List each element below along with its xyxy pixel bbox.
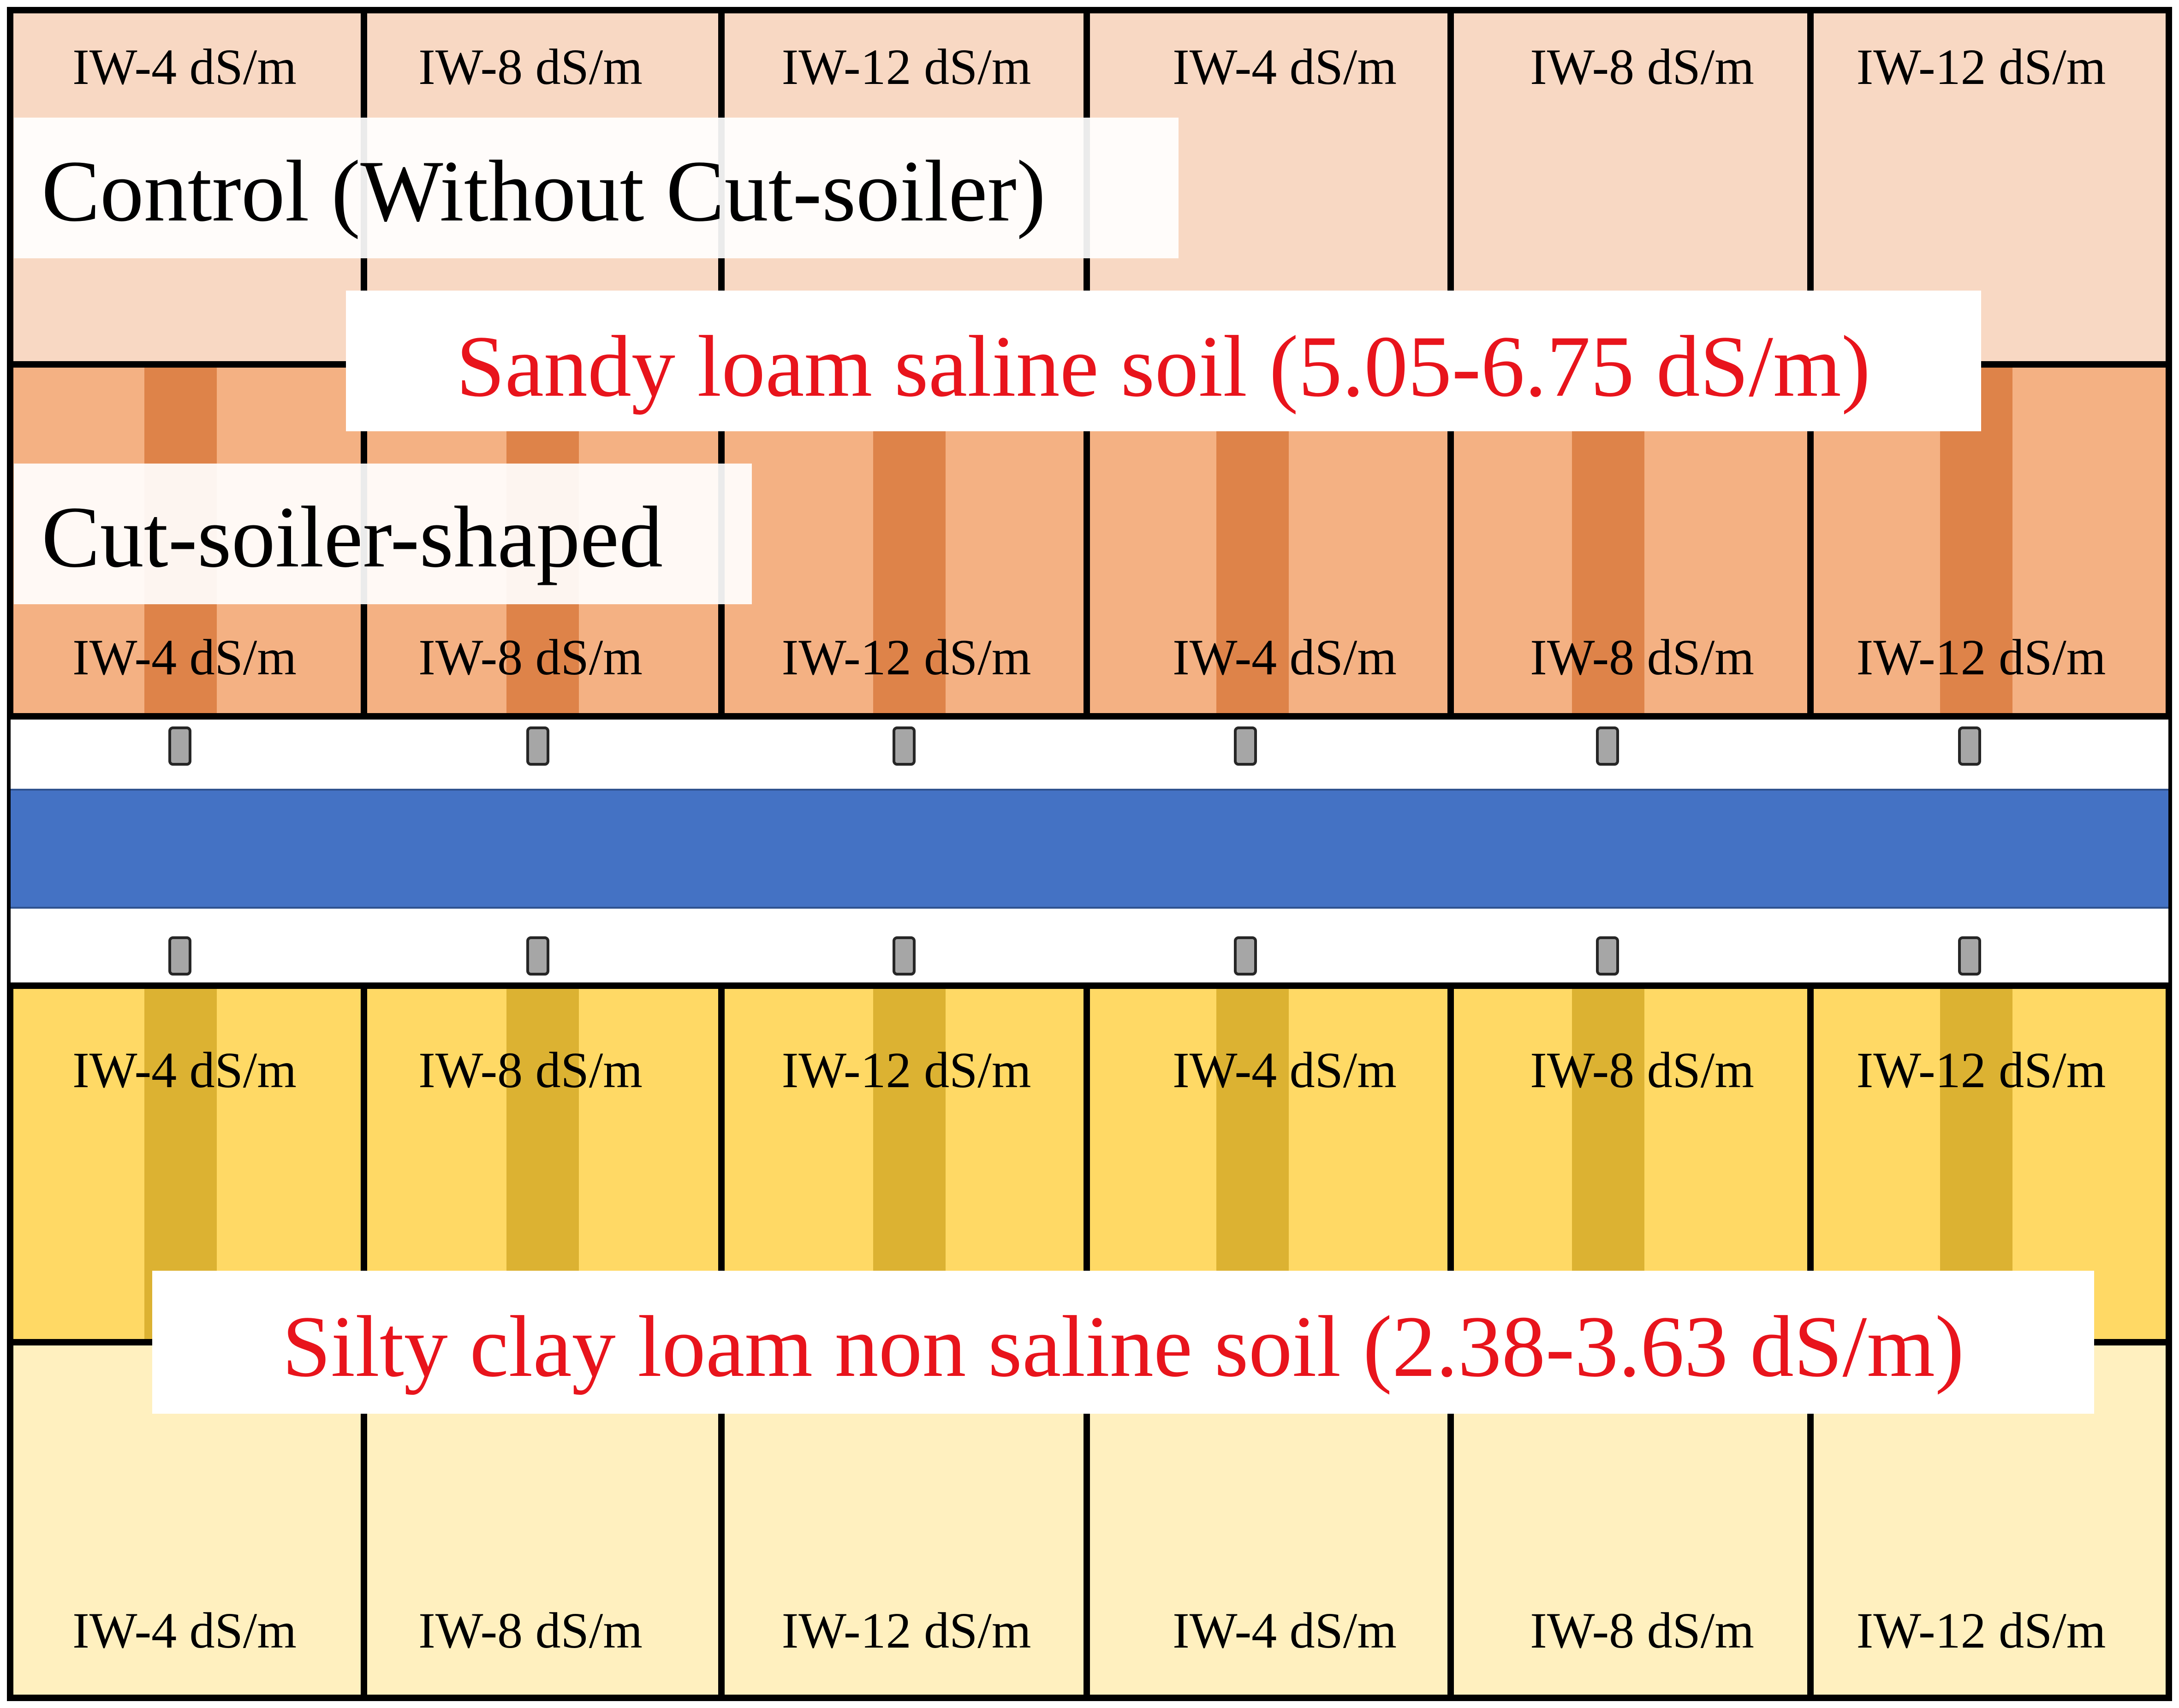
plot-label: IW-8 dS/m xyxy=(1530,1042,1754,1098)
plot-label: IW-12 dS/m xyxy=(1856,1042,2106,1098)
plot-label: IW-12 dS/m xyxy=(1856,1602,2106,1659)
silty-soil-label: Silty clay loam non saline soil (2.38-3.… xyxy=(282,1298,1965,1395)
inlet-pipe-icon xyxy=(1234,936,1257,976)
plot-label: IW-4 dS/m xyxy=(1173,629,1397,685)
inlet-pipe-icon xyxy=(1596,726,1619,766)
inlet-pipe-icon xyxy=(526,726,549,766)
plot-label: IW-8 dS/m xyxy=(418,39,643,95)
shaped-treatment-label: Cut-soiler-shaped xyxy=(42,489,663,586)
inlet-pipe-icon xyxy=(526,936,549,976)
plot-label: IW-4 dS/m xyxy=(72,1042,297,1098)
inlet-pipe-icon xyxy=(1958,936,1981,976)
sandy-soil-label: Sandy loam saline soil (5.05-6.75 dS/m) xyxy=(456,318,1871,415)
plot-label: IW-4 dS/m xyxy=(72,629,297,685)
plot-label: IW-4 dS/m xyxy=(1173,1602,1397,1659)
plot-label: IW-12 dS/m xyxy=(781,1602,1031,1659)
plot-label: IW-12 dS/m xyxy=(781,629,1031,685)
inlet-pipe-icon xyxy=(1234,726,1257,766)
plot-label: IW-12 dS/m xyxy=(1856,629,2106,685)
inlet-pipe-icon xyxy=(168,726,191,766)
plot-label: IW-8 dS/m xyxy=(418,1042,643,1098)
inlet-pipe-icon xyxy=(168,936,191,976)
plot-label: IW-12 dS/m xyxy=(781,39,1031,95)
plot-label: IW-8 dS/m xyxy=(1530,1602,1754,1659)
plot-label: IW-4 dS/m xyxy=(72,1602,297,1659)
inlet-pipe-icon xyxy=(1958,726,1981,766)
control-treatment-label: Control (Without Cut-soiler) xyxy=(42,143,1046,240)
control-label-background xyxy=(14,118,1179,258)
plot-label: IW-12 dS/m xyxy=(1856,39,2106,95)
irrigation-channel xyxy=(7,789,2172,909)
inlet-pipe-icon xyxy=(1596,936,1619,976)
inlet-pipe-icon xyxy=(893,726,916,766)
silty-soil-label-background xyxy=(152,1271,2094,1414)
shaped-label-background xyxy=(14,464,752,604)
plot-label: IW-8 dS/m xyxy=(418,629,643,685)
sandy-soil-label-background xyxy=(346,291,1981,431)
plot-label: IW-4 dS/m xyxy=(1173,39,1397,95)
plot-label: IW-4 dS/m xyxy=(1173,1042,1397,1098)
channel-band-border xyxy=(7,720,2172,982)
plot-label: IW-8 dS/m xyxy=(1530,629,1754,685)
plot-label: IW-12 dS/m xyxy=(781,1042,1031,1098)
plot-label: IW-8 dS/m xyxy=(1530,39,1754,95)
plot-label: IW-4 dS/m xyxy=(72,39,297,95)
inlet-pipe-icon xyxy=(893,936,916,976)
plot-label: IW-8 dS/m xyxy=(418,1602,643,1659)
